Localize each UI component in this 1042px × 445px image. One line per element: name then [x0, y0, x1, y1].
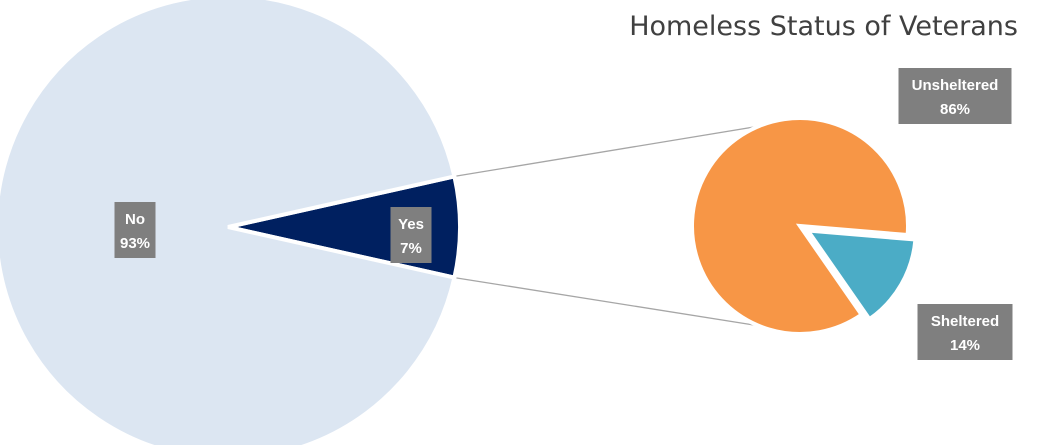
label-value: 14% [950, 337, 980, 354]
label-no: No 93% [114, 202, 156, 258]
slice-unsheltered [690, 116, 910, 336]
label-category: Unsheltered [912, 77, 999, 94]
label-category: Yes [398, 216, 424, 233]
label-sheltered: Sheltered 14% [917, 304, 1013, 360]
label-value: 93% [120, 235, 150, 252]
label-box [114, 202, 156, 258]
main-pie [0, 0, 462, 445]
label-category: Sheltered [931, 313, 999, 330]
connector-lines [454, 125, 761, 327]
breakdown-pie [690, 116, 918, 336]
label-box [898, 68, 1012, 124]
label-unsheltered: Unsheltered 86% [898, 68, 1012, 124]
slice-no [0, 0, 457, 445]
label-value: 86% [940, 101, 970, 118]
connector-line-bottom [454, 276, 761, 327]
data-labels: No 93% Yes 7% Unsheltered 86% Sheltered 14% [114, 68, 1013, 360]
connector-line-top [454, 125, 761, 178]
label-box [390, 207, 432, 263]
label-value: 7% [400, 240, 422, 257]
slice-sheltered [803, 228, 918, 322]
chart-title: Homeless Status of Veterans [629, 11, 1018, 42]
label-yes: Yes 7% [390, 207, 432, 263]
label-category: No [125, 211, 145, 228]
label-box [917, 304, 1013, 360]
